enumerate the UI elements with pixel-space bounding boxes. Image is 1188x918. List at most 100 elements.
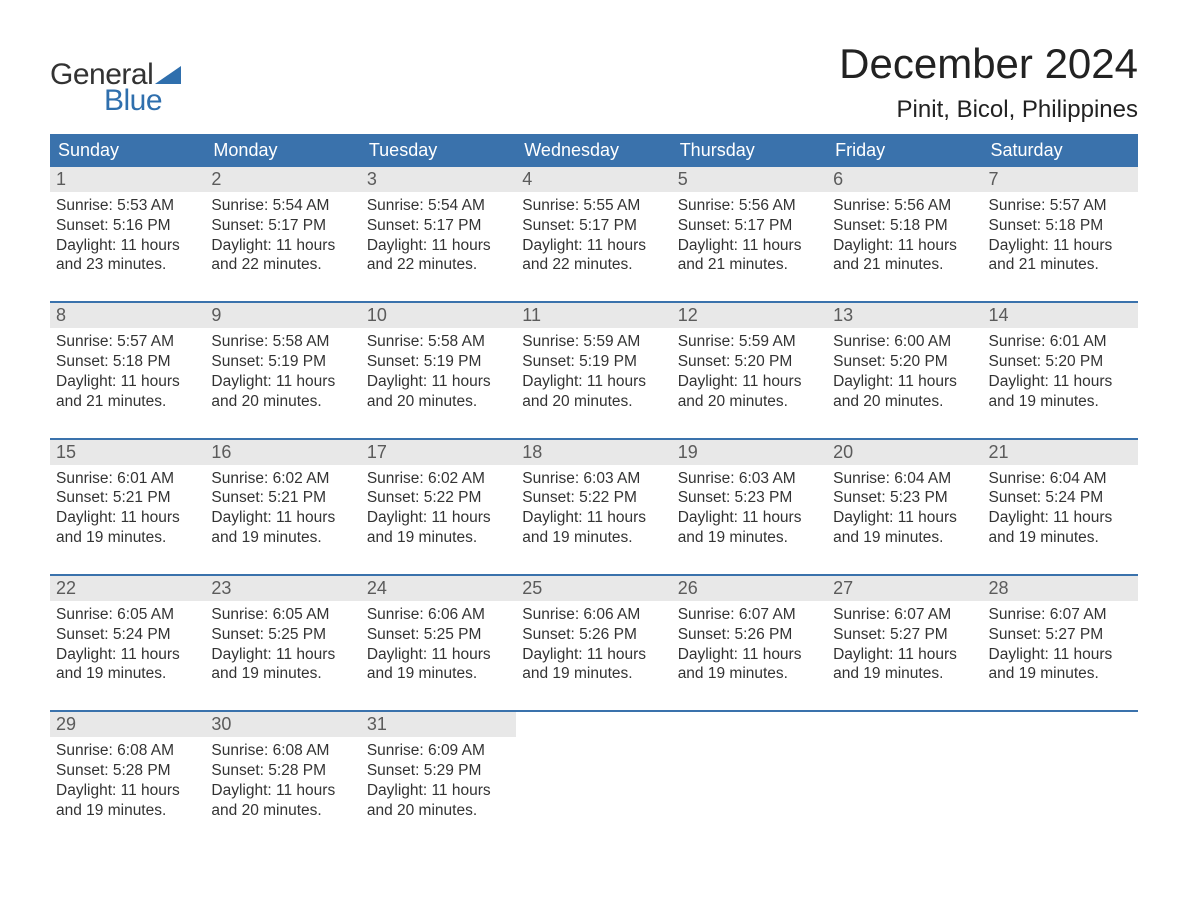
daylight-line-2: and 19 minutes.: [678, 664, 821, 684]
daylight-line-1: Daylight: 11 hours: [989, 645, 1132, 665]
daylight-line-2: and 20 minutes.: [211, 392, 354, 412]
daylight-line-1: Daylight: 11 hours: [367, 781, 510, 801]
sunset-line: Sunset: 5:18 PM: [833, 216, 976, 236]
day-body: Sunrise: 6:05 AMSunset: 5:25 PMDaylight:…: [205, 601, 360, 688]
sunrise-line: Sunrise: 5:57 AM: [989, 196, 1132, 216]
day-body: Sunrise: 5:57 AMSunset: 5:18 PMDaylight:…: [50, 328, 205, 415]
day-cell: 19Sunrise: 6:03 AMSunset: 5:23 PMDayligh…: [672, 440, 827, 552]
sunset-line: Sunset: 5:26 PM: [522, 625, 665, 645]
daylight-line-1: Daylight: 11 hours: [989, 236, 1132, 256]
header: General Blue December 2024 Pinit, Bicol,…: [50, 40, 1138, 124]
sunrise-line: Sunrise: 5:53 AM: [56, 196, 199, 216]
day-number: 13: [827, 303, 982, 328]
daylight-line-1: Daylight: 11 hours: [367, 236, 510, 256]
day-number: 29: [50, 712, 205, 737]
sunset-line: Sunset: 5:19 PM: [367, 352, 510, 372]
daylight-line-2: and 19 minutes.: [989, 528, 1132, 548]
day-number: 22: [50, 576, 205, 601]
daylight-line-2: and 23 minutes.: [56, 255, 199, 275]
day-cell: 17Sunrise: 6:02 AMSunset: 5:22 PMDayligh…: [361, 440, 516, 552]
sunrise-line: Sunrise: 6:08 AM: [56, 741, 199, 761]
day-number: 19: [672, 440, 827, 465]
day-number: 6: [827, 167, 982, 192]
day-body: Sunrise: 6:03 AMSunset: 5:22 PMDaylight:…: [516, 465, 671, 552]
daylight-line-1: Daylight: 11 hours: [211, 236, 354, 256]
day-cell: 7Sunrise: 5:57 AMSunset: 5:18 PMDaylight…: [983, 167, 1138, 279]
daylight-line-2: and 22 minutes.: [522, 255, 665, 275]
week-row: 15Sunrise: 6:01 AMSunset: 5:21 PMDayligh…: [50, 438, 1138, 552]
week-spacer: [50, 416, 1138, 438]
sunrise-line: Sunrise: 5:59 AM: [522, 332, 665, 352]
day-cell: 31Sunrise: 6:09 AMSunset: 5:29 PMDayligh…: [361, 712, 516, 824]
day-body: Sunrise: 6:07 AMSunset: 5:26 PMDaylight:…: [672, 601, 827, 688]
sunrise-line: Sunrise: 5:58 AM: [367, 332, 510, 352]
day-cell: 14Sunrise: 6:01 AMSunset: 5:20 PMDayligh…: [983, 303, 1138, 415]
day-body: Sunrise: 5:56 AMSunset: 5:17 PMDaylight:…: [672, 192, 827, 279]
day-cell: 16Sunrise: 6:02 AMSunset: 5:21 PMDayligh…: [205, 440, 360, 552]
day-cell: 26Sunrise: 6:07 AMSunset: 5:26 PMDayligh…: [672, 576, 827, 688]
sunrise-line: Sunrise: 6:06 AM: [367, 605, 510, 625]
daylight-line-1: Daylight: 11 hours: [56, 508, 199, 528]
sunrise-line: Sunrise: 6:06 AM: [522, 605, 665, 625]
sunrise-line: Sunrise: 6:00 AM: [833, 332, 976, 352]
sunset-line: Sunset: 5:24 PM: [56, 625, 199, 645]
location: Pinit, Bicol, Philippines: [839, 96, 1138, 124]
daylight-line-1: Daylight: 11 hours: [367, 645, 510, 665]
day-cell: 3Sunrise: 5:54 AMSunset: 5:17 PMDaylight…: [361, 167, 516, 279]
day-number: 17: [361, 440, 516, 465]
sunset-line: Sunset: 5:17 PM: [678, 216, 821, 236]
daylight-line-1: Daylight: 11 hours: [211, 781, 354, 801]
day-number: 10: [361, 303, 516, 328]
daylight-line-1: Daylight: 11 hours: [833, 236, 976, 256]
day-cell: 27Sunrise: 6:07 AMSunset: 5:27 PMDayligh…: [827, 576, 982, 688]
calendar: SundayMondayTuesdayWednesdayThursdayFrid…: [50, 134, 1138, 825]
sunrise-line: Sunrise: 6:07 AM: [678, 605, 821, 625]
sunrise-line: Sunrise: 6:01 AM: [56, 469, 199, 489]
daylight-line-1: Daylight: 11 hours: [56, 372, 199, 392]
day-header: Thursday: [672, 134, 827, 167]
day-number: 24: [361, 576, 516, 601]
day-cell: 2Sunrise: 5:54 AMSunset: 5:17 PMDaylight…: [205, 167, 360, 279]
day-body: Sunrise: 6:05 AMSunset: 5:24 PMDaylight:…: [50, 601, 205, 688]
sunrise-line: Sunrise: 5:56 AM: [833, 196, 976, 216]
day-cell: 20Sunrise: 6:04 AMSunset: 5:23 PMDayligh…: [827, 440, 982, 552]
daylight-line-2: and 19 minutes.: [56, 801, 199, 821]
daylight-line-1: Daylight: 11 hours: [678, 645, 821, 665]
sunrise-line: Sunrise: 6:05 AM: [211, 605, 354, 625]
day-number: 20: [827, 440, 982, 465]
daylight-line-1: Daylight: 11 hours: [56, 236, 199, 256]
sunset-line: Sunset: 5:28 PM: [56, 761, 199, 781]
daylight-line-2: and 19 minutes.: [367, 528, 510, 548]
daylight-line-2: and 19 minutes.: [211, 528, 354, 548]
daylight-line-2: and 22 minutes.: [211, 255, 354, 275]
daylight-line-2: and 19 minutes.: [211, 664, 354, 684]
daylight-line-2: and 19 minutes.: [833, 664, 976, 684]
day-number: 4: [516, 167, 671, 192]
daylight-line-2: and 19 minutes.: [989, 392, 1132, 412]
sunrise-line: Sunrise: 5:58 AM: [211, 332, 354, 352]
day-body: Sunrise: 5:58 AMSunset: 5:19 PMDaylight:…: [205, 328, 360, 415]
weeks-container: 1Sunrise: 5:53 AMSunset: 5:16 PMDaylight…: [50, 167, 1138, 825]
day-cell: [672, 712, 827, 824]
day-body: Sunrise: 5:59 AMSunset: 5:20 PMDaylight:…: [672, 328, 827, 415]
day-header: Saturday: [983, 134, 1138, 167]
day-body: Sunrise: 5:53 AMSunset: 5:16 PMDaylight:…: [50, 192, 205, 279]
day-body: Sunrise: 6:06 AMSunset: 5:26 PMDaylight:…: [516, 601, 671, 688]
sunset-line: Sunset: 5:19 PM: [522, 352, 665, 372]
day-body: Sunrise: 6:07 AMSunset: 5:27 PMDaylight:…: [827, 601, 982, 688]
logo: General Blue: [50, 58, 181, 118]
day-header: Tuesday: [361, 134, 516, 167]
daylight-line-1: Daylight: 11 hours: [678, 236, 821, 256]
day-number: 27: [827, 576, 982, 601]
daylight-line-1: Daylight: 11 hours: [833, 508, 976, 528]
sunset-line: Sunset: 5:21 PM: [56, 488, 199, 508]
sunset-line: Sunset: 5:18 PM: [56, 352, 199, 372]
daylight-line-2: and 21 minutes.: [56, 392, 199, 412]
sunset-line: Sunset: 5:23 PM: [678, 488, 821, 508]
day-cell: 10Sunrise: 5:58 AMSunset: 5:19 PMDayligh…: [361, 303, 516, 415]
sunrise-line: Sunrise: 5:57 AM: [56, 332, 199, 352]
daylight-line-2: and 19 minutes.: [989, 664, 1132, 684]
day-number: 12: [672, 303, 827, 328]
day-body: Sunrise: 6:02 AMSunset: 5:22 PMDaylight:…: [361, 465, 516, 552]
week-row: 1Sunrise: 5:53 AMSunset: 5:16 PMDaylight…: [50, 167, 1138, 279]
